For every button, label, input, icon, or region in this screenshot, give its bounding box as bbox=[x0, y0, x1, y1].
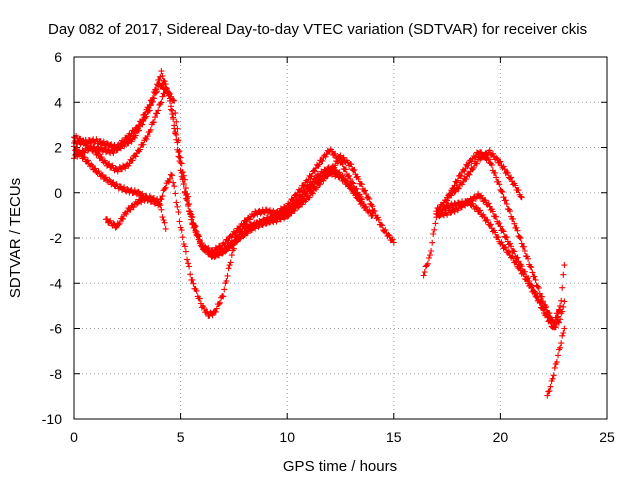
y-tick-label: 6 bbox=[54, 49, 62, 65]
marker-plus bbox=[369, 207, 397, 246]
marker-plus bbox=[433, 190, 568, 331]
series-track-11 bbox=[544, 325, 568, 399]
x-tick-label: 25 bbox=[599, 429, 615, 445]
x-tick-label: 20 bbox=[493, 429, 509, 445]
axis-ticks bbox=[73, 56, 608, 420]
tick-labels: 0 5 10 15 20 25 -10 -8 -6 -4 -2 0 2 4 6 bbox=[42, 49, 615, 445]
x-tick-label: 15 bbox=[386, 429, 402, 445]
series-track-9 bbox=[433, 190, 568, 331]
plot-frame bbox=[73, 56, 608, 420]
y-tick-label: 0 bbox=[54, 185, 62, 201]
data-markers bbox=[71, 68, 568, 399]
y-tick-label: -2 bbox=[50, 230, 63, 246]
marker-plus bbox=[444, 147, 525, 201]
y-tick-label: 4 bbox=[54, 94, 62, 110]
grid-lines bbox=[74, 57, 607, 419]
y-tick-label: -4 bbox=[50, 275, 63, 291]
y-tick-label: -6 bbox=[50, 321, 63, 337]
series-track-6 bbox=[369, 207, 397, 246]
x-tick-label: 0 bbox=[70, 429, 78, 445]
chart-title: Day 082 of 2017, Sidereal Day-to-day VTE… bbox=[48, 21, 587, 38]
x-tick-label: 10 bbox=[279, 429, 295, 445]
series-track-10 bbox=[444, 147, 525, 201]
marker-plus bbox=[103, 193, 169, 232]
x-axis-label: GPS time / hours bbox=[283, 458, 397, 475]
y-axis-label: SDTVAR / TECUs bbox=[7, 178, 24, 298]
marker-plus bbox=[544, 325, 568, 399]
y-tick-label: 2 bbox=[54, 140, 62, 156]
x-tick-label: 5 bbox=[177, 429, 185, 445]
y-tick-label: -10 bbox=[42, 411, 62, 427]
y-tick-label: -8 bbox=[50, 366, 63, 382]
series-track-5 bbox=[103, 193, 169, 232]
